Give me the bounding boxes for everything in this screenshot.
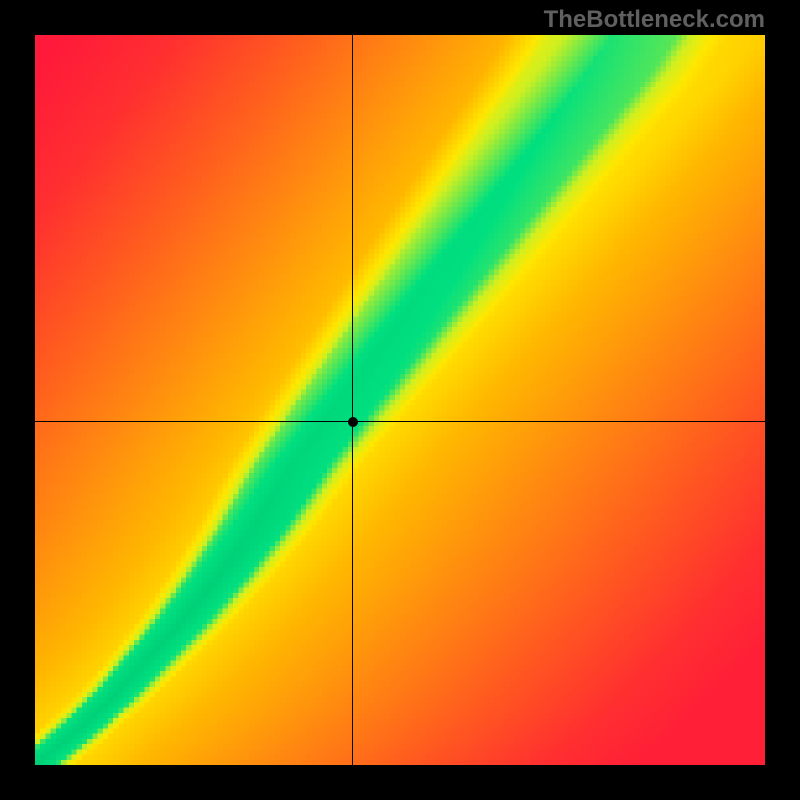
crosshair-horizontal [35,421,765,422]
bottleneck-heatmap [35,35,765,765]
crosshair-marker [348,417,358,427]
chart-container: TheBottleneck.com [0,0,800,800]
watermark-text: TheBottleneck.com [544,6,765,34]
crosshair-vertical [352,35,353,765]
